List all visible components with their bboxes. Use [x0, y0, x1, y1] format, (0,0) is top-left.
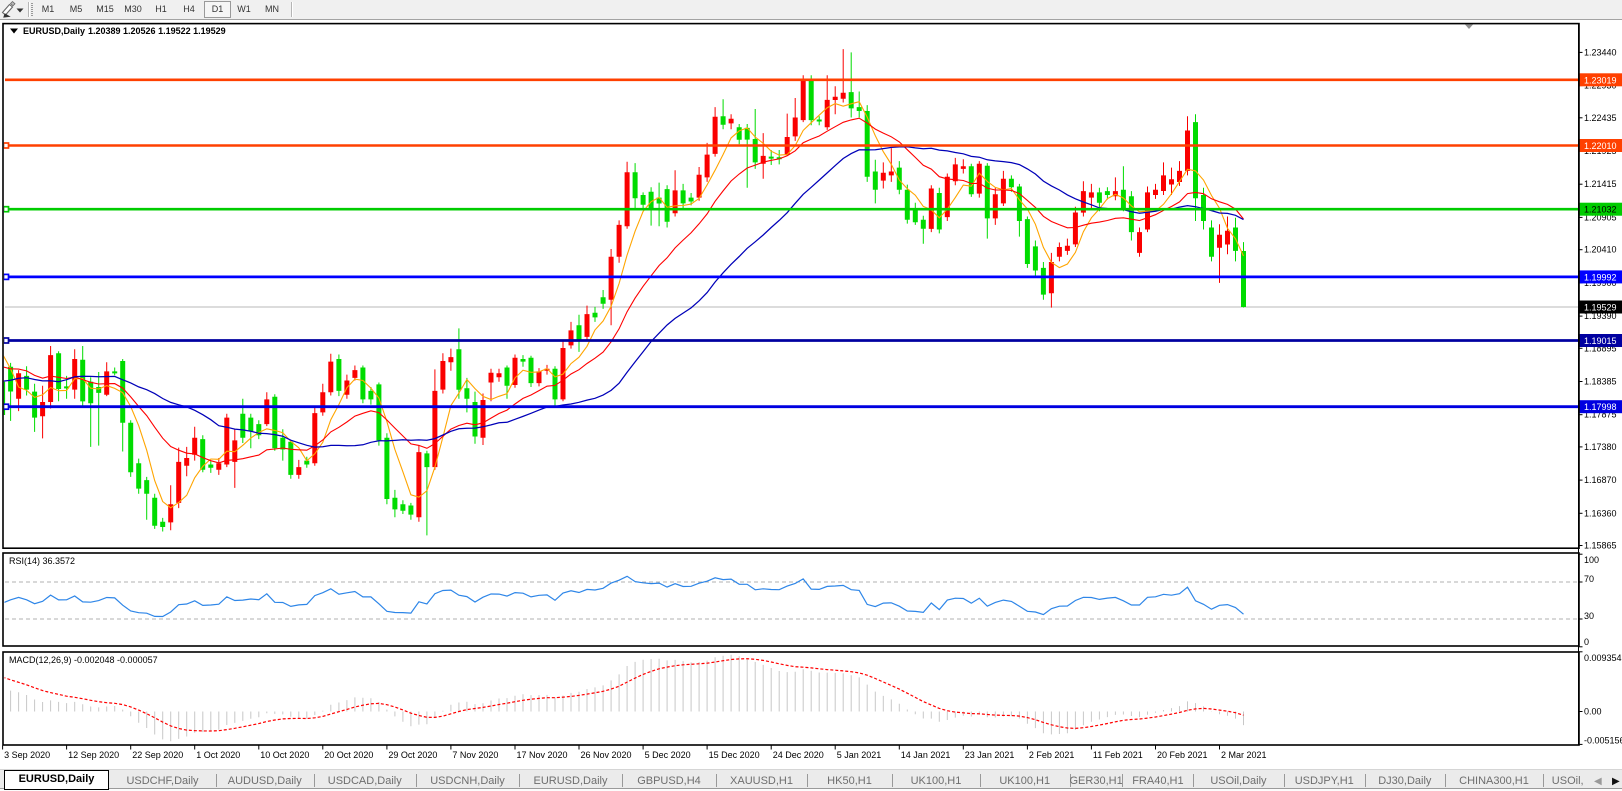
- svg-text:1.15865: 1.15865: [1584, 541, 1617, 551]
- svg-text:1.20410: 1.20410: [1584, 245, 1617, 255]
- svg-text:1.21032: 1.21032: [1584, 205, 1617, 215]
- svg-text:1.23019: 1.23019: [1584, 75, 1617, 85]
- svg-text:1.16870: 1.16870: [1584, 475, 1617, 485]
- svg-text:-0.005156: -0.005156: [1584, 735, 1622, 745]
- svg-text:7 Nov 2020: 7 Nov 2020: [452, 750, 498, 760]
- svg-text:1.17998: 1.17998: [1584, 402, 1617, 412]
- svg-text:11 Feb 2021: 11 Feb 2021: [1093, 750, 1143, 760]
- svg-text:1.22435: 1.22435: [1584, 113, 1617, 123]
- svg-text:MACD(12,26,9) -0.002048 -0.000: MACD(12,26,9) -0.002048 -0.000057: [9, 655, 158, 665]
- svg-text:1.22010: 1.22010: [1584, 141, 1617, 151]
- svg-text:0.009354: 0.009354: [1584, 653, 1622, 663]
- svg-text:12 Sep 2020: 12 Sep 2020: [68, 750, 119, 760]
- svg-text:0.00: 0.00: [1584, 707, 1602, 717]
- svg-text:14 Jan 2021: 14 Jan 2021: [901, 750, 951, 760]
- svg-text:2 Feb 2021: 2 Feb 2021: [1029, 750, 1075, 760]
- svg-text:3 Sep 2020: 3 Sep 2020: [4, 750, 50, 760]
- svg-text:15 Dec 2020: 15 Dec 2020: [709, 750, 760, 760]
- svg-text:10 Oct 2020: 10 Oct 2020: [260, 750, 309, 760]
- svg-text:5 Dec 2020: 5 Dec 2020: [645, 750, 691, 760]
- svg-text:0: 0: [1584, 637, 1589, 647]
- svg-text:1.23440: 1.23440: [1584, 47, 1617, 57]
- svg-text:22 Sep 2020: 22 Sep 2020: [132, 750, 183, 760]
- svg-text:70: 70: [1584, 574, 1594, 584]
- svg-text:1.19529: 1.19529: [1584, 303, 1617, 313]
- svg-text:1 Oct 2020: 1 Oct 2020: [196, 750, 240, 760]
- svg-text:20 Feb 2021: 20 Feb 2021: [1157, 750, 1208, 760]
- svg-text:20 Oct 2020: 20 Oct 2020: [324, 750, 373, 760]
- svg-text:29 Oct 2020: 29 Oct 2020: [388, 750, 437, 760]
- svg-text:1.20389 1.20526 1.19522 1.1952: 1.20389 1.20526 1.19522 1.19529: [88, 26, 226, 36]
- svg-text:1.19992: 1.19992: [1584, 272, 1617, 282]
- svg-text:1.19015: 1.19015: [1584, 336, 1617, 346]
- svg-text:2 Mar 2021: 2 Mar 2021: [1221, 750, 1267, 760]
- svg-text:1.21415: 1.21415: [1584, 179, 1617, 189]
- svg-text:26 Nov 2020: 26 Nov 2020: [581, 750, 632, 760]
- svg-text:23 Jan 2021: 23 Jan 2021: [965, 750, 1015, 760]
- svg-text:30: 30: [1584, 611, 1594, 621]
- svg-text:17 Nov 2020: 17 Nov 2020: [517, 750, 568, 760]
- svg-text:1.17380: 1.17380: [1584, 442, 1617, 452]
- svg-text:100: 100: [1584, 555, 1599, 565]
- svg-text:24 Dec 2020: 24 Dec 2020: [773, 750, 824, 760]
- svg-text:RSI(14) 36.3572: RSI(14) 36.3572: [9, 556, 75, 566]
- svg-text:5 Jan 2021: 5 Jan 2021: [837, 750, 882, 760]
- svg-text:1.16360: 1.16360: [1584, 508, 1617, 518]
- svg-text:EURUSD,Daily: EURUSD,Daily: [23, 26, 85, 36]
- svg-text:1.18385: 1.18385: [1584, 377, 1617, 387]
